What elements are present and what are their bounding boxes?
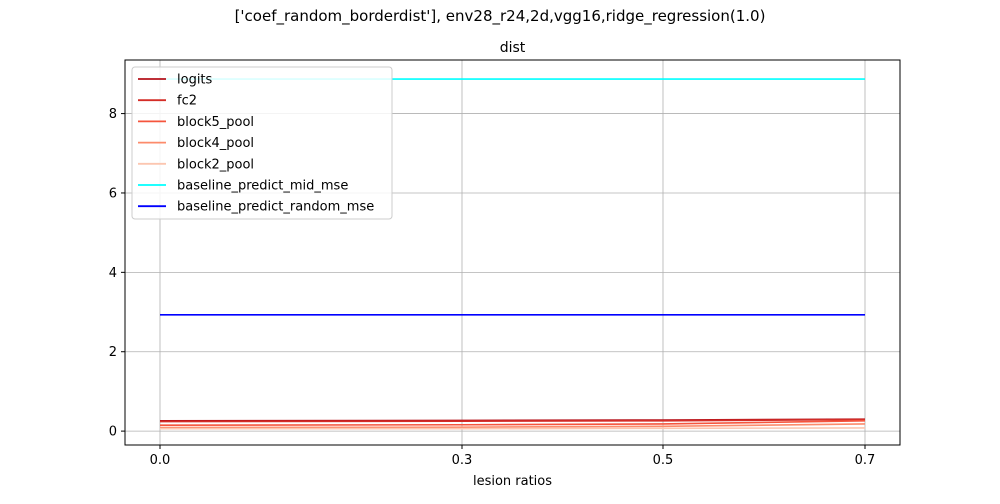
legend-label: fc2 [177,94,197,109]
legend-label: block2_pool [177,157,254,172]
legend-label: block5_pool [177,115,254,130]
x-tick-label: 0.0 [150,453,171,468]
series-line-fc2 [159,418,866,423]
y-tick-label: 4 [109,266,117,281]
x-axis-label: lesion ratios [473,474,552,489]
y-tick-label: 2 [109,345,117,360]
y-tick-label: 0 [109,425,117,440]
figure-suptitle: ['coef_random_borderdist'], env28_r24,2d… [235,7,766,26]
legend-box [131,66,393,220]
plot-area: 0.0 0.3 0.5 0.7 0 2 4 6 8 logits fc2 block5_poolblo… [109,59,901,468]
series-line-block5-pool [159,419,866,426]
x-tick-label: 0.7 [855,453,876,468]
legend-label: baseline_predict_random_mse [177,200,374,215]
y-tick-label: 6 [109,186,117,201]
series-line-block4-pool [159,423,866,429]
x-tick-label: 0.5 [653,453,674,468]
legend-label: block4_pool [177,136,254,151]
axes-frame [124,59,901,446]
series-line-block2-pool [160,427,866,430]
legend-label: baseline_predict_mid_mse [177,179,348,194]
y-tick-label: 8 [109,107,117,122]
legend-label: logits [177,73,213,88]
x-tick-label: 0.3 [452,453,473,468]
axes-title: dist [500,40,526,56]
